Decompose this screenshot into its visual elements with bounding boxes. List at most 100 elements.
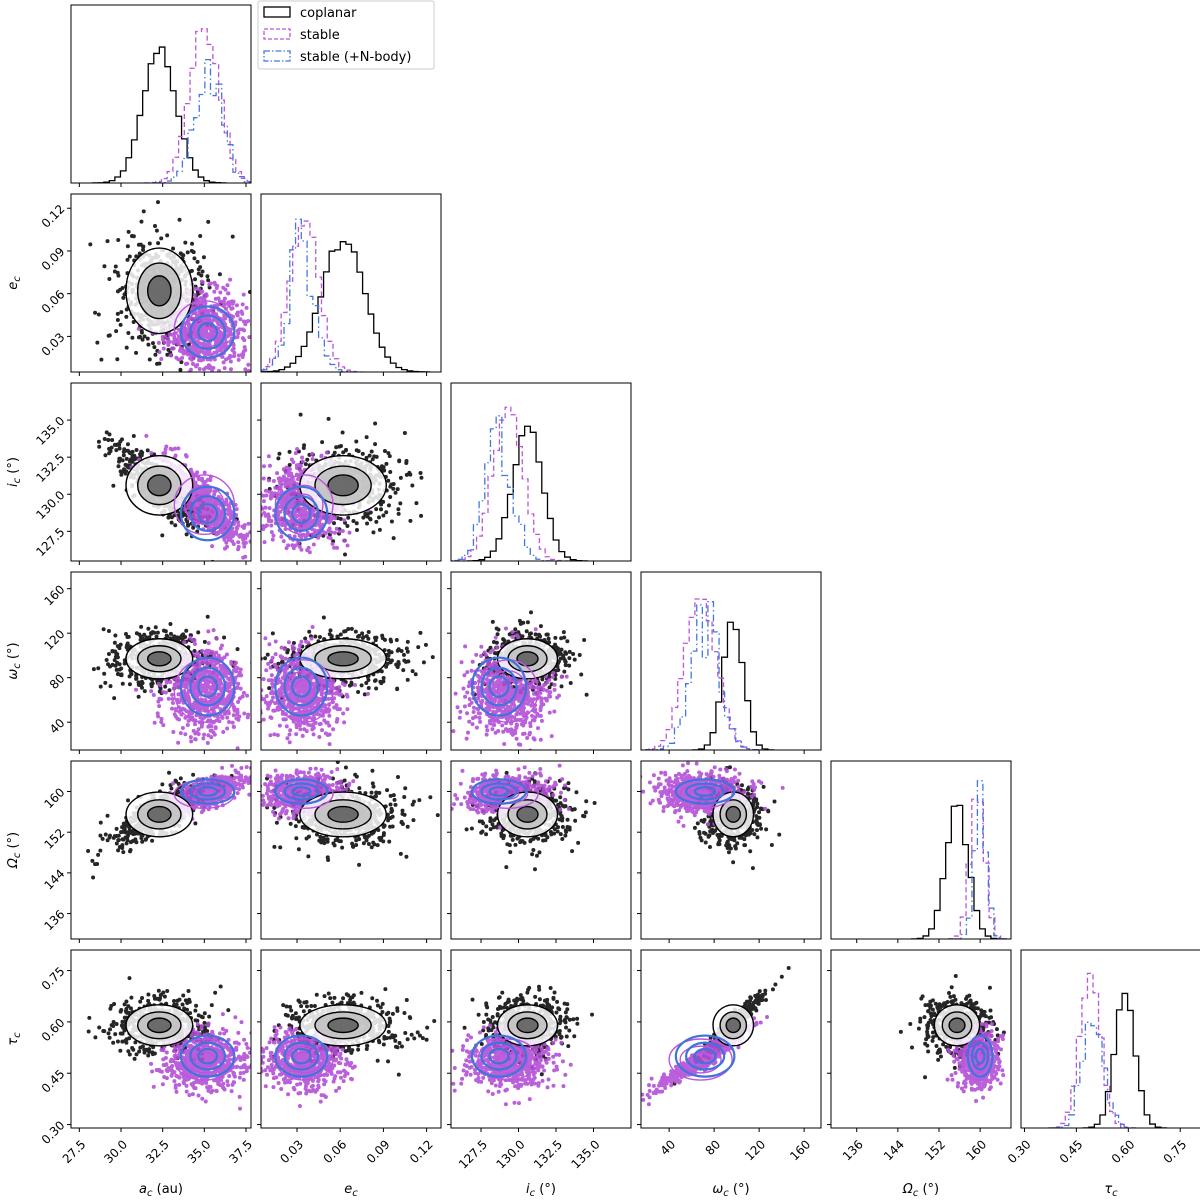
y-tick-label: 0.12 xyxy=(39,202,68,231)
scatter-panel-tau-vs-a: 27.5 30.0 32.5 35.0 37.50.300.450.600.75 xyxy=(39,950,265,1166)
x-tick-label: 0.30 xyxy=(1005,1137,1034,1166)
y-tick-label: 0.03 xyxy=(39,330,68,359)
contour-coplanar xyxy=(328,475,358,496)
y-tick-label: 135.0 xyxy=(33,414,67,448)
contour-coplanar xyxy=(726,807,740,823)
scatter-panel-w-vs-e xyxy=(242,572,441,760)
hist-coplanar-a xyxy=(93,47,226,183)
scatter-panel-tau-vs-O: 136 144 152 160 xyxy=(827,950,1011,1163)
x-axis-label-a: ac (au) xyxy=(139,1182,183,1199)
scatter-panel-O-vs-w xyxy=(631,761,821,943)
hist-stable-n-body--w xyxy=(647,602,764,750)
y-tick-label: 0.09 xyxy=(39,245,68,274)
hist-stable-n-body--tau xyxy=(1052,1022,1135,1128)
x-tick-label: 35.0 xyxy=(185,1137,214,1166)
hist-panel-O xyxy=(831,761,1011,943)
x-tick-label: 160 xyxy=(963,1137,989,1163)
hist-coplanar-tau xyxy=(1083,993,1166,1128)
y-tick-label: 130.0 xyxy=(33,488,67,522)
y-tick-label: 0.75 xyxy=(39,964,68,993)
x-axis-label-O: Ωc (°) xyxy=(902,1182,939,1199)
contour-coplanar xyxy=(328,807,358,823)
contour-coplanar xyxy=(148,1018,171,1032)
scatter-panel-tau-vs-w: 40 80 120 160 xyxy=(637,950,821,1163)
x-tick-label: 130.0 xyxy=(493,1137,527,1171)
y-tick-label: 127.5 xyxy=(33,525,67,559)
x-tick-label: 136 xyxy=(840,1137,866,1163)
contour-coplanar xyxy=(148,652,171,666)
panel-frame xyxy=(71,5,251,183)
scatter-panel-i-vs-e xyxy=(236,383,441,570)
x-tick-label: 0.75 xyxy=(1161,1137,1190,1166)
contour-coplanar xyxy=(517,652,538,666)
scatter-panel-O-vs-i xyxy=(429,755,631,943)
x-tick-label: 160 xyxy=(787,1137,813,1163)
legend-label-stable-nbody: stable (+N-body) xyxy=(300,50,411,65)
x-axis-label-tau: τc xyxy=(1104,1182,1118,1199)
hist-panel-i xyxy=(445,383,631,565)
legend: coplanar stable stable (+N-body) xyxy=(258,1,434,69)
x-tick-label: 0.60 xyxy=(1109,1137,1138,1166)
x-tick-label: 0.09 xyxy=(364,1137,393,1166)
y-axis-label-O: Ωc (°) xyxy=(6,832,23,869)
y-tick-label: 144 xyxy=(41,867,67,893)
x-tick-label: 37.5 xyxy=(226,1137,255,1166)
hist-coplanar-e xyxy=(257,242,430,372)
scatter-panel-tau-vs-e: 0.03 0.06 0.09 0.12 xyxy=(240,950,441,1166)
contour-coplanar xyxy=(949,1018,965,1032)
x-tick-label: 132.5 xyxy=(531,1137,565,1171)
panels-layer: 0.030.060.090.12127.5130.0132.5135.04080… xyxy=(6,5,1200,1199)
contour-coplanar xyxy=(148,475,171,496)
x-tick-label: 0.12 xyxy=(407,1137,436,1166)
x-axis-label-e: ec xyxy=(344,1182,358,1199)
x-tick-label: 80 xyxy=(703,1137,724,1158)
panel-frame xyxy=(831,761,1011,939)
x-axis-label-w: ωc (°) xyxy=(712,1182,749,1199)
hist-stable-e xyxy=(247,221,362,372)
hist-panel-e xyxy=(247,194,441,376)
x-tick-label: 152 xyxy=(922,1137,948,1163)
hist-stable-tau xyxy=(1049,973,1132,1128)
y-tick-label: 0.30 xyxy=(39,1118,68,1147)
legend-label-stable: stable xyxy=(300,28,340,43)
x-tick-label: 0.06 xyxy=(321,1137,350,1166)
y-tick-label: 0.60 xyxy=(39,1016,68,1045)
x-axis-label-i: ic (°) xyxy=(526,1182,556,1199)
panel-frame xyxy=(1021,950,1200,1128)
scatter-panel-w-vs-i xyxy=(444,572,631,754)
scatter-panel-tau-vs-i: 127.5 130.0 132.5 135.0 xyxy=(445,950,631,1171)
panel-frame xyxy=(451,383,631,561)
contour-coplanar xyxy=(517,1018,538,1032)
x-tick-label: 120 xyxy=(742,1137,768,1163)
x-tick-label: 135.0 xyxy=(568,1137,602,1171)
y-tick-label: 160 xyxy=(41,785,67,811)
contour-coplanar xyxy=(726,1018,740,1032)
contour-coplanar xyxy=(148,276,171,306)
y-tick-label: 80 xyxy=(47,671,68,692)
y-axis-label-tau: τc xyxy=(6,1032,23,1046)
x-tick-label: 0.03 xyxy=(277,1137,306,1166)
x-tick-label: 0.45 xyxy=(1057,1137,1086,1166)
hist-coplanar-w xyxy=(693,622,774,750)
x-tick-label: 32.5 xyxy=(143,1137,172,1166)
hist-panel-w xyxy=(638,572,821,754)
y-axis-label-i: ic (°) xyxy=(6,457,23,487)
panel-frame xyxy=(641,572,821,750)
y-axis-label-e: ec xyxy=(6,276,23,290)
x-tick-label: 144 xyxy=(881,1137,907,1163)
y-tick-label: 132.5 xyxy=(33,451,67,485)
contour-coplanar xyxy=(328,652,358,666)
scatter-panel-O-vs-e xyxy=(236,760,441,943)
x-tick-label: 30.0 xyxy=(101,1137,130,1166)
y-tick-label: 0.06 xyxy=(39,287,68,316)
x-tick-label: 127.5 xyxy=(456,1137,490,1171)
y-tick-label: 0.45 xyxy=(39,1067,68,1096)
y-tick-label: 136 xyxy=(41,907,67,933)
contour-coplanar xyxy=(517,807,538,823)
y-tick-label: 160 xyxy=(41,582,67,608)
scatter-panel-e-vs-a: 0.03 0.06 0.09 0.12 xyxy=(39,194,280,389)
